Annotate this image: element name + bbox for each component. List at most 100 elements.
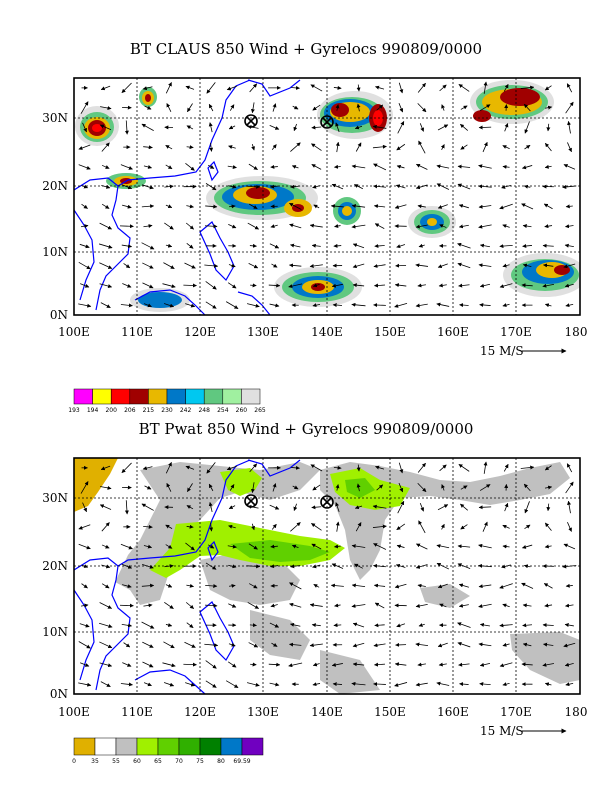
wind-vector-arrow-icon bbox=[120, 164, 133, 170]
wind-vector-arrow-icon bbox=[478, 164, 492, 169]
wind-vector-arrow-icon bbox=[563, 642, 576, 648]
wind-vector-arrow-icon bbox=[374, 602, 385, 609]
x-tick-label: 120E bbox=[184, 325, 216, 339]
wind-vector-arrow-icon bbox=[100, 106, 112, 110]
colorbar-label: 230 bbox=[161, 407, 173, 414]
wind-vector-arrow-icon bbox=[81, 184, 89, 189]
wind-vector-arrow-icon bbox=[460, 144, 468, 150]
colorbar-label: 265 bbox=[254, 407, 266, 414]
wind-vector-arrow-icon bbox=[351, 681, 366, 686]
wind-vector-arrow-icon bbox=[499, 283, 513, 289]
wind-vector-arrow-icon bbox=[437, 504, 449, 511]
wind-vector-arrow-icon bbox=[228, 583, 236, 588]
wind-vector-arrow-icon bbox=[78, 682, 92, 687]
wind-vector-arrow-icon bbox=[522, 603, 532, 608]
wind-vector-arrow-icon bbox=[355, 522, 362, 532]
wind-vector-arrow-icon bbox=[99, 283, 113, 288]
wind-vector-arrow-icon bbox=[544, 224, 553, 229]
wind-vector-arrow-icon bbox=[143, 303, 152, 308]
wind-vector-arrow-icon bbox=[478, 263, 492, 268]
cloud-blob-central bbox=[333, 197, 361, 225]
x-tick-label: 140E bbox=[311, 705, 343, 719]
wind-vector-arrow-icon bbox=[521, 582, 534, 589]
wind-vector-arrow-icon bbox=[101, 564, 111, 569]
wind-vector-arrow-icon bbox=[460, 503, 469, 511]
wind-vector-arrow-icon bbox=[251, 143, 256, 151]
wind-vector-arrow-icon bbox=[437, 263, 448, 269]
panel1-x-ticks: 100E 110E 120E 130E 140E 150E 160E 170E … bbox=[58, 325, 587, 339]
wind-vector-arrow-icon bbox=[207, 164, 215, 169]
wind-vector-arrow-icon bbox=[123, 263, 131, 269]
colorbar-swatch bbox=[203, 388, 224, 405]
wind-vector-arrow-icon bbox=[186, 505, 194, 510]
wind-vector-arrow-icon bbox=[142, 641, 154, 648]
wind-vector-arrow-icon bbox=[100, 465, 111, 471]
wind-vector-arrow-icon bbox=[439, 603, 447, 608]
colorbar-label: 80 bbox=[217, 758, 225, 765]
wind-vector-arrow-icon bbox=[375, 465, 385, 470]
wind-vector-arrow-icon bbox=[247, 222, 260, 230]
wind-vector-arrow-icon bbox=[478, 184, 492, 189]
wind-vector-arrow-icon bbox=[78, 164, 91, 170]
wind-vector-arrow-icon bbox=[330, 204, 344, 209]
wind-vector-arrow-icon bbox=[436, 302, 450, 307]
wind-vector-arrow-icon bbox=[205, 680, 217, 688]
wind-vector-arrow-icon bbox=[165, 544, 173, 549]
wind-vector-arrow-icon bbox=[331, 183, 344, 190]
wind-vector-arrow-icon bbox=[249, 583, 258, 589]
wind-vector-arrow-icon bbox=[165, 583, 173, 588]
wind-vector-arrow-icon bbox=[310, 464, 323, 472]
wind-vector-arrow-icon bbox=[228, 145, 236, 149]
wind-vector-arrow-icon bbox=[373, 662, 386, 667]
wind-vector-arrow-icon bbox=[248, 543, 258, 550]
wind-vector-arrow-icon bbox=[524, 524, 531, 530]
wind-vector-arrow-icon bbox=[436, 164, 450, 169]
wind-vector-arrow-icon bbox=[166, 103, 172, 112]
colorbar-swatch bbox=[129, 388, 149, 405]
wind-vector-arrow-icon bbox=[312, 104, 321, 111]
cloud-blob-marshall bbox=[408, 206, 456, 238]
wind-vector-arrow-icon bbox=[142, 661, 154, 668]
wind-vector-arrow-icon bbox=[144, 105, 152, 110]
wind-vector-arrow-icon bbox=[290, 564, 301, 569]
wind-vector-arrow-icon bbox=[457, 641, 471, 648]
wind-vector-arrow-icon bbox=[248, 163, 258, 170]
wind-vector-arrow-icon bbox=[186, 145, 194, 150]
wind-vector-arrow-icon bbox=[457, 262, 471, 269]
wind-vector-arrow-icon bbox=[356, 483, 361, 492]
colorbar-swatch bbox=[157, 737, 180, 756]
wind-vector-arrow-icon bbox=[499, 583, 513, 589]
x-tick-label: 110E bbox=[121, 325, 153, 339]
x-tick-label: 100E bbox=[58, 705, 90, 719]
wind-vector-arrow-icon bbox=[78, 303, 92, 308]
panel2-scale-vector: 15 M/S bbox=[480, 724, 567, 738]
wind-vector-arrow-icon bbox=[333, 465, 342, 470]
wind-vector-arrow-icon bbox=[373, 583, 386, 588]
wind-vector-arrow-icon bbox=[354, 563, 364, 569]
wind-vector-arrow-icon bbox=[270, 184, 279, 189]
wind-vector-arrow-icon bbox=[565, 204, 573, 209]
wind-vector-arrow-icon bbox=[312, 303, 321, 308]
wind-vector-arrow-icon bbox=[457, 544, 471, 549]
wind-vector-arrow-icon bbox=[394, 283, 407, 288]
wind-vector-arrow-icon bbox=[289, 602, 302, 608]
wind-vector-arrow-icon bbox=[120, 543, 133, 550]
wind-vector-arrow-icon bbox=[544, 485, 553, 490]
wind-vector-arrow-icon bbox=[373, 303, 386, 308]
colorbar-swatch bbox=[73, 737, 96, 756]
wind-vector-arrow-icon bbox=[81, 203, 88, 209]
wind-vector-arrow-icon bbox=[269, 622, 280, 628]
cloud-blob-gyre-east bbox=[317, 91, 393, 139]
wind-vector-arrow-icon bbox=[270, 564, 279, 569]
wind-vector-arrow-icon bbox=[81, 564, 89, 568]
wind-vector-arrow-icon bbox=[99, 602, 112, 609]
colorbar-label: 215 bbox=[143, 407, 155, 414]
wind-vector-arrow-icon bbox=[99, 662, 113, 668]
panel1-scale-vector: 15 M/S bbox=[480, 344, 567, 358]
wind-vector-arrow-icon bbox=[204, 643, 219, 648]
wind-vector-arrow-icon bbox=[208, 103, 214, 112]
colorbar-swatch bbox=[241, 737, 264, 756]
wind-vector-arrow-icon bbox=[524, 144, 531, 150]
wind-vector-arrow-icon bbox=[373, 283, 386, 288]
wind-vector-arrow-icon bbox=[121, 184, 133, 190]
